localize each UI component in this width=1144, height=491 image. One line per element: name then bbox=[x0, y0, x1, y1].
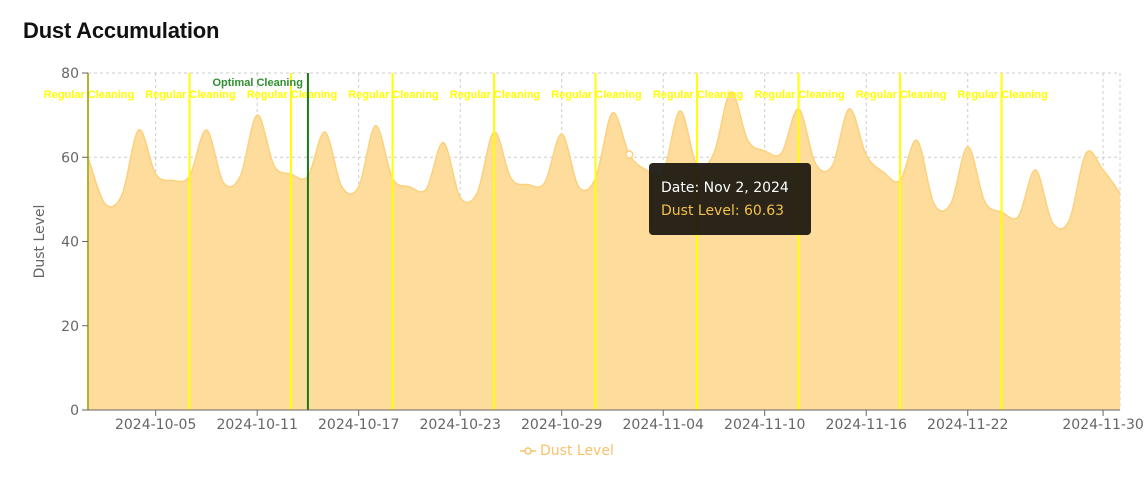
y-tick-label: 40 bbox=[61, 235, 79, 251]
regular-cleaning-label: Regular Cleaning bbox=[754, 89, 844, 101]
x-tick-label: 2024-11-30 bbox=[1062, 417, 1143, 433]
y-tick-label: 60 bbox=[61, 150, 79, 166]
legend-label: Dust Level bbox=[540, 443, 614, 459]
line-circle-icon bbox=[520, 447, 536, 455]
regular-cleaning-label: Regular Cleaning bbox=[348, 89, 438, 101]
regular-cleaning-label: Regular Cleaning bbox=[957, 89, 1047, 101]
regular-cleaning-label: Regular Cleaning bbox=[145, 89, 235, 101]
x-tick-label: 2024-10-17 bbox=[318, 417, 399, 433]
tooltip-value: Dust Level: 60.63 bbox=[661, 203, 785, 219]
regular-cleaning-label: Regular Cleaning bbox=[247, 89, 337, 101]
x-tick-label: 2024-10-05 bbox=[115, 417, 196, 433]
x-tick-label: 2024-11-22 bbox=[927, 417, 1008, 433]
dust-level-area bbox=[88, 91, 1120, 410]
regular-cleaning-label: Regular Cleaning bbox=[653, 89, 743, 101]
y-axis-label: Dust Level bbox=[32, 205, 48, 279]
x-tick-label: 2024-10-23 bbox=[420, 417, 501, 433]
tooltip-date: Date: Nov 2, 2024 bbox=[661, 180, 789, 196]
regular-cleaning-label: Regular Cleaning bbox=[450, 89, 540, 101]
chart-legend[interactable]: Dust Level bbox=[520, 443, 614, 459]
x-tick-label: 2024-11-16 bbox=[826, 417, 907, 433]
chart-tooltip: Date: Nov 2, 2024 Dust Level: 60.63 bbox=[649, 163, 811, 235]
x-tick-label: 2024-11-04 bbox=[623, 417, 704, 433]
active-data-point bbox=[625, 150, 634, 159]
regular-cleaning-label: Regular Cleaning bbox=[44, 89, 134, 101]
x-tick-label: 2024-10-29 bbox=[521, 417, 602, 433]
regular-cleaning-label: Regular Cleaning bbox=[856, 89, 946, 101]
x-tick-label: 2024-10-11 bbox=[216, 417, 297, 433]
x-tick-label: 2024-11-10 bbox=[724, 417, 805, 433]
y-tick-label: 80 bbox=[61, 66, 79, 82]
regular-cleaning-label: Regular Cleaning bbox=[551, 89, 641, 101]
y-tick-label: 0 bbox=[70, 403, 79, 419]
chart-title: Dust Accumulation bbox=[23, 18, 220, 43]
y-tick-label: 20 bbox=[61, 319, 79, 335]
dust-level-line bbox=[87, 91, 1121, 230]
optimal-cleaning-label: Optimal Cleaning bbox=[212, 77, 302, 89]
